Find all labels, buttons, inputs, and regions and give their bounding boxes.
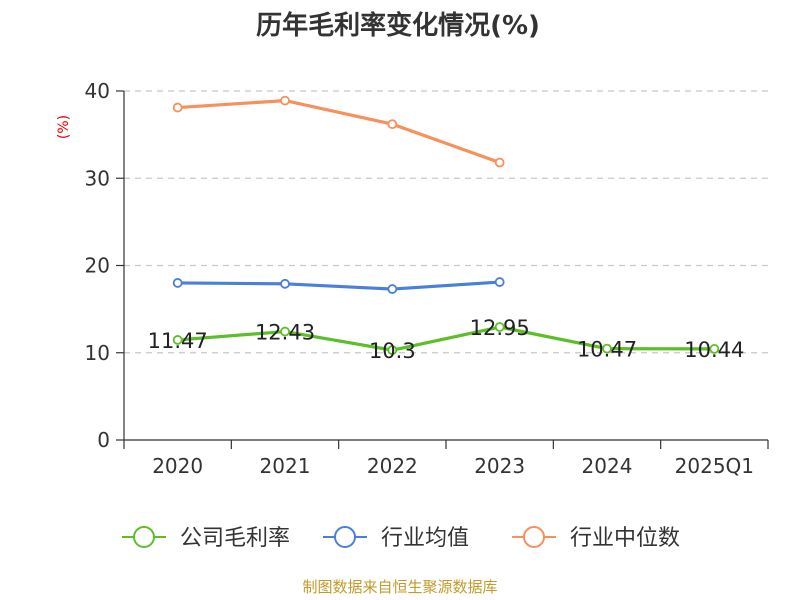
data-point xyxy=(172,102,183,113)
data-point xyxy=(172,278,183,288)
y-tick-label: 10 xyxy=(85,341,110,365)
legend-label: 行业均值 xyxy=(381,526,469,551)
data-label-layer: 11.47 12.43 10.3 12.95 10.47 10.44 xyxy=(148,316,745,363)
data-point xyxy=(387,345,398,356)
series-line xyxy=(176,325,716,352)
series-line xyxy=(176,98,502,165)
x-tick-label: 2022 xyxy=(367,454,418,478)
y-tick-label: 40 xyxy=(85,79,110,103)
data-point xyxy=(387,284,398,294)
y-tick-label: 0 xyxy=(97,428,110,452)
data-point xyxy=(494,322,505,332)
legend: 公司毛利率 行业均值 行业中位数 xyxy=(122,526,680,551)
series-line xyxy=(176,280,502,291)
x-tick-label: 2023 xyxy=(474,454,525,478)
data-point xyxy=(602,343,612,354)
data-point xyxy=(709,344,720,354)
y-tick-label: 30 xyxy=(85,166,110,190)
y-tick-label: 20 xyxy=(85,254,110,278)
chart-title: 历年毛利率变化情况(%) xyxy=(256,10,540,41)
data-point xyxy=(172,335,183,345)
data-label: 10.3 xyxy=(369,339,416,363)
x-tick-label: 2024 xyxy=(582,454,633,478)
grid-layer xyxy=(124,90,768,354)
y-axis-label: (%) xyxy=(56,115,72,139)
data-point xyxy=(280,326,290,337)
data-point xyxy=(494,277,505,287)
data-label: 12.43 xyxy=(255,321,315,345)
x-tick-label: 2020 xyxy=(152,454,203,478)
axis-layer: 0 10 20 30 40 2020 2021 2022 2023 2024 2025Q1 xyxy=(85,79,769,478)
x-tick-label: 2025Q1 xyxy=(675,454,754,478)
legend-marker xyxy=(523,526,545,548)
legend-label: 公司毛利率 xyxy=(180,526,290,551)
data-label: 12.95 xyxy=(470,316,530,340)
data-point xyxy=(494,157,505,168)
series-layer xyxy=(172,95,720,356)
data-point xyxy=(280,95,290,106)
data-label: 11.47 xyxy=(148,329,208,353)
legend-marker xyxy=(334,526,356,548)
data-label: 10.44 xyxy=(684,338,744,362)
legend-marker xyxy=(133,526,155,548)
legend-label: 行业中位数 xyxy=(570,526,680,551)
data-point xyxy=(387,119,398,130)
source-note: 制图数据来自恒生聚源数据库 xyxy=(302,578,497,596)
data-label: 10.47 xyxy=(577,338,637,362)
data-point xyxy=(280,278,290,289)
x-tick-label: 2021 xyxy=(260,454,311,478)
